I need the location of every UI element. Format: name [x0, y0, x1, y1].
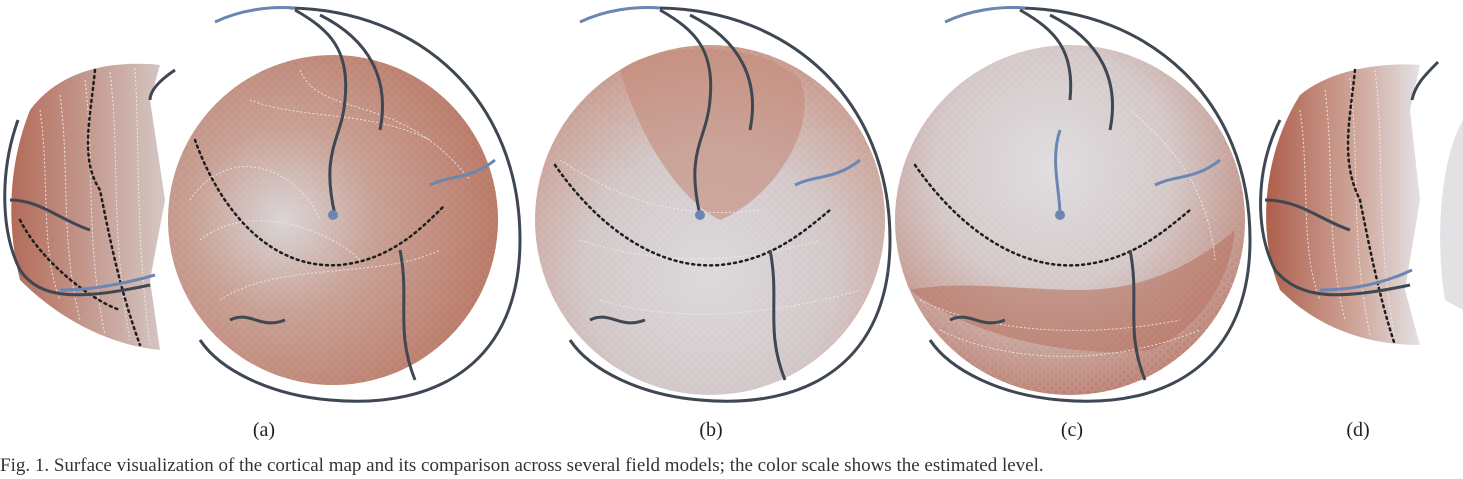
panel-a-vessel-blue: [429, 158, 496, 187]
panel-d-vessel-3: [1410, 60, 1440, 101]
panel-d-vessel: [1259, 119, 1411, 297]
panel-b-center-marker: [695, 210, 705, 220]
panel-c-vessel-blue-2: [1054, 129, 1062, 216]
left-partial-map: [3, 63, 176, 350]
panel-d-vessel-2: [1264, 198, 1351, 232]
panel-d-boundary: [1346, 68, 1397, 347]
panel-a: (a): [168, 6, 522, 441]
panel-d-label: (d): [1346, 419, 1369, 441]
figure-caption: Fig. 1. Surface visualization of the cor…: [0, 455, 1044, 476]
panel-b-rim-blue: [579, 6, 661, 24]
panel-a-boundary: [193, 138, 447, 267]
panel-c-rim: [928, 6, 1252, 403]
panel-b-vessel-2: [689, 13, 754, 131]
panel-b-vessel-3: [768, 249, 787, 381]
panel-b-vessel-blue: [794, 158, 861, 187]
left-partial-boundary-2: [18, 218, 122, 312]
panel-c-boundary: [913, 163, 1192, 267]
panel-c-vessel-2: [1049, 13, 1114, 131]
panel-a-vessel-1: [294, 8, 348, 216]
panel-b-rim: [568, 6, 892, 403]
left-partial-vessel: [3, 119, 151, 297]
panel-d-edge-surface: [1440, 120, 1463, 310]
panel-b-vessel-4: [589, 315, 646, 325]
panel-c: (c): [895, 6, 1252, 441]
panel-a-rim-blue: [214, 6, 296, 24]
panel-a-rim: [198, 6, 522, 403]
panel-d-surface: [1266, 64, 1420, 345]
figure-canvas: (a) (b): [3, 6, 1463, 441]
panel-a-label: (a): [253, 419, 275, 441]
panel-a-vessel-4: [229, 315, 286, 325]
panel-b-boundary: [553, 163, 832, 267]
panel-a-vessel-2: [319, 13, 384, 131]
panel-d: (d): [1259, 60, 1463, 441]
panel-d-vessel-blue: [1319, 268, 1413, 292]
left-partial-surface: [11, 63, 165, 350]
panel-c-vessel-4: [949, 315, 1006, 325]
panel-a-center-marker: [328, 210, 338, 220]
left-partial-vessel-2: [9, 198, 91, 232]
panel-b-label: (b): [699, 419, 722, 441]
panel-c-vessel-3: [1128, 249, 1147, 381]
panel-c-center-marker: [1055, 210, 1065, 220]
panel-c-rim-blue: [944, 6, 1026, 24]
left-partial-boundary: [86, 68, 142, 347]
panel-b-vessel-1: [659, 8, 713, 216]
panel-c-label: (c): [1061, 419, 1083, 441]
left-partial-vessel-blue: [59, 273, 156, 292]
left-partial-vessel-3: [148, 68, 176, 101]
panel-b: (b): [535, 6, 892, 441]
panel-c-vessel-blue: [1154, 158, 1221, 187]
panel-c-vessel-1: [1019, 8, 1073, 101]
panel-a-vessel-3: [398, 249, 417, 381]
